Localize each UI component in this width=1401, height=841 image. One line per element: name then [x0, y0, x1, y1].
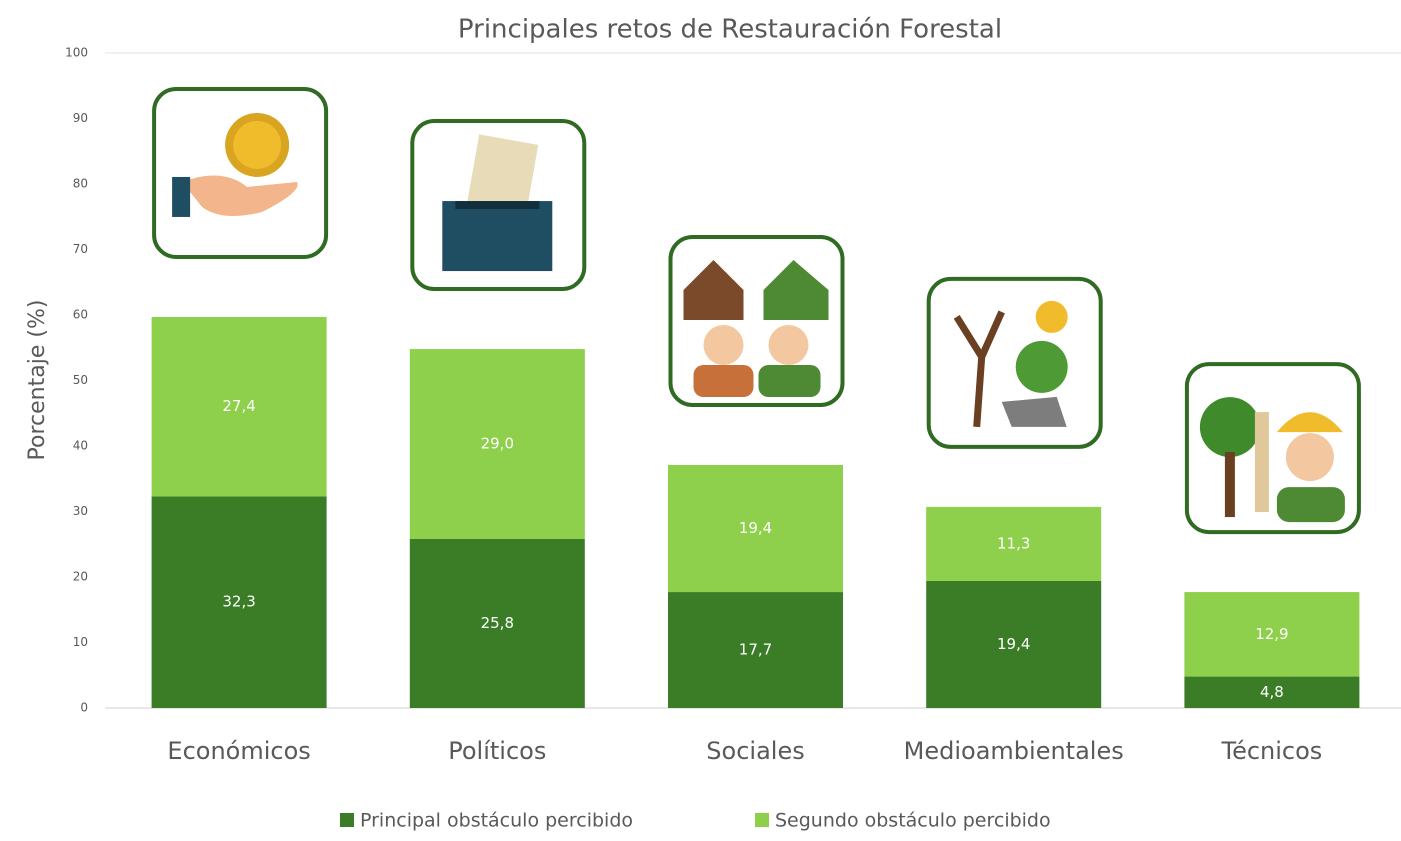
icon-shape — [763, 259, 829, 320]
y-tick-label: 30 — [73, 504, 88, 518]
bar-segment — [926, 580, 1102, 708]
data-label: 12,9 — [1255, 625, 1288, 643]
icon-shape — [1254, 412, 1269, 513]
data-label: 25,8 — [481, 614, 514, 632]
icon-shape — [1224, 452, 1235, 518]
category-icon — [1184, 362, 1361, 535]
icon-shape — [953, 310, 1005, 428]
data-label: 19,4 — [997, 635, 1030, 653]
icon-shape — [466, 134, 539, 219]
bar-segment — [151, 316, 327, 497]
bar-segment — [926, 506, 1102, 581]
bar-segment — [1184, 592, 1360, 677]
icon-shape — [768, 324, 809, 365]
bar-segment — [1184, 676, 1360, 708]
category-icon — [668, 234, 845, 407]
bar-segment — [151, 496, 327, 708]
data-label: 17,7 — [739, 641, 772, 659]
icon-shape — [1035, 300, 1068, 333]
legend-swatch — [755, 813, 769, 827]
icon-shape — [1199, 397, 1260, 458]
category-icon — [410, 119, 587, 292]
icon-shape — [758, 364, 821, 397]
icon-shape — [693, 364, 754, 397]
data-label: 19,4 — [739, 519, 772, 537]
y-tick-label: 60 — [73, 308, 88, 322]
icon-shape — [233, 120, 282, 169]
y-tick-label: 10 — [73, 635, 88, 649]
legend-label: Segundo obstáculo percibido — [775, 810, 1051, 832]
y-tick-label: 50 — [73, 373, 88, 387]
icon-shape — [1276, 412, 1343, 433]
icon-shape — [1285, 433, 1334, 482]
data-label: 32,3 — [222, 593, 255, 611]
bar-segment — [668, 464, 843, 593]
y-tick-label: 40 — [73, 439, 88, 453]
icon-shape — [1001, 396, 1067, 427]
icon-shape — [683, 259, 744, 320]
category-icon — [926, 276, 1103, 449]
data-label: 4,8 — [1260, 683, 1284, 701]
bar-segment — [409, 539, 585, 708]
y-axis-label: Porcentaje (%) — [25, 300, 50, 461]
legend-swatch — [340, 813, 354, 827]
data-label: 11,3 — [997, 534, 1030, 552]
x-tick-label: Económicos — [167, 737, 310, 765]
y-tick-label: 0 — [80, 701, 88, 715]
icon-shape — [172, 176, 191, 217]
y-tick-label: 100 — [65, 46, 88, 60]
icon-shape — [703, 324, 744, 365]
y-tick-label: 20 — [73, 570, 88, 584]
data-label: 29,0 — [481, 435, 514, 453]
category-icon — [152, 86, 329, 259]
y-tick-label: 70 — [73, 242, 88, 256]
data-label: 27,4 — [222, 397, 255, 415]
icon-shape — [442, 201, 553, 272]
x-tick-label: Medioambientales — [904, 737, 1124, 765]
x-tick-label: Políticos — [448, 737, 546, 765]
icon-shape — [182, 175, 298, 216]
x-tick-label: Sociales — [706, 737, 804, 765]
bar-segment — [668, 592, 843, 708]
icon-shape — [455, 201, 540, 210]
icon-shape — [1015, 340, 1068, 393]
y-tick-label: 80 — [73, 177, 88, 191]
chart-title: Principales retos de Restauración Forest… — [458, 15, 1002, 45]
legend-label: Principal obstáculo percibido — [360, 810, 633, 832]
icon-frame — [152, 86, 329, 259]
y-tick-label: 90 — [73, 111, 88, 125]
x-tick-label: Técnicos — [1220, 737, 1322, 765]
icon-shape — [1276, 487, 1345, 523]
bar-segment — [409, 349, 585, 540]
